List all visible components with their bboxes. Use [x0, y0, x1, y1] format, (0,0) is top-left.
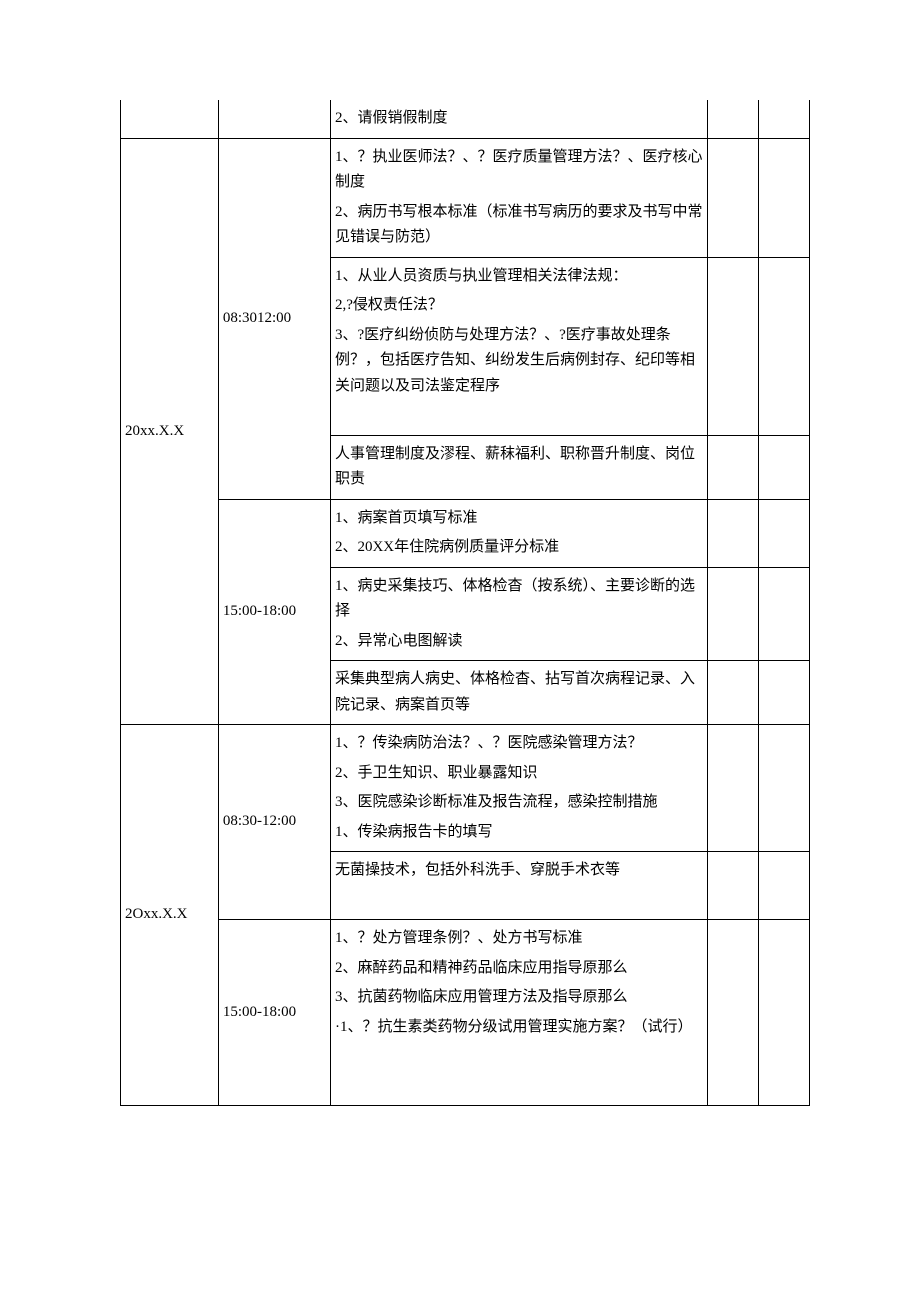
schedule-table: 2、请假销假制度 20xx.X.X 08:3012:00 1、？执业医师法？、？… [120, 100, 810, 1106]
content-text: 人事管理制度及漻程、薪秣福利、职称晋升制度、岗位职责 [335, 446, 695, 488]
cell-extra-a [708, 661, 759, 725]
cell-date: 2Oxx.X.X [121, 725, 219, 1106]
content-text: 2,?侵权责任法？ [335, 293, 703, 319]
cell-content: 2、请假销假制度 [330, 100, 707, 138]
cell-content: 1、？执业医师法？、？医疗质量管理方法？、医疗核心制度 2、病历书写根本标准（标… [330, 138, 707, 257]
content-text: 1、从业人员资质与执业管理相关法律法规： [335, 264, 703, 290]
content-text: 采集典型病人病史、体格检杳、拈写首次病程记录、入院记录、病案首页等 [335, 671, 695, 713]
cell-extra-a [708, 499, 759, 567]
cell-extra-a [708, 138, 759, 257]
date-text: 2Oxx.X.X [125, 906, 188, 922]
time-text: 08:3012:00 [223, 310, 291, 326]
cell-extra-b [759, 499, 810, 567]
table-row: 2Oxx.X.X 08:30-12:00 1、？传染病防治法？、？医院感染管理方… [121, 725, 810, 852]
content-text: 1、？传染病防治法？、？医院感染管理方法？ [335, 731, 703, 757]
time-text: 15:00-18:00 [223, 603, 296, 619]
cell-extra-b [759, 138, 810, 257]
cell-time-empty [218, 100, 330, 138]
cell-extra-b [759, 100, 810, 138]
cell-content: 1、？处方管理条例？、处方书写标准 2、麻醉药品和精神药品临床应用指导原那么 3… [330, 920, 707, 1106]
cell-content: 采集典型病人病史、体格检杳、拈写首次病程记录、入院记录、病案首页等 [330, 661, 707, 725]
cell-extra-a [708, 567, 759, 661]
cell-extra-a [708, 852, 759, 920]
cell-extra-b [759, 661, 810, 725]
cell-date-empty [121, 100, 219, 138]
cell-extra-b [759, 920, 810, 1106]
date-text: 20xx.X.X [125, 423, 184, 439]
cell-content: 1、从业人员资质与执业管理相关法律法规： 2,?侵权责任法？ 3、?医疗纠纷侦防… [330, 257, 707, 435]
cell-time: 15:00-18:00 [218, 499, 330, 725]
content-text: 1、传染病报告卡的填写 [335, 820, 703, 846]
content-text: 2、手卫生知识、职业暴露知识 [335, 761, 703, 787]
cell-content: 1、病史采集技巧、体格检杳（按系统）、主要诊断的选择 2、异常心电图解读 [330, 567, 707, 661]
cell-extra-b [759, 435, 810, 499]
table-row: 15:00-18:00 1、病案首页填写标准 2、20XX年住院病例质量评分标准 [121, 499, 810, 567]
cell-extra-a [708, 435, 759, 499]
content-text: 2、麻醉药品和精神药品临床应用指导原那么 [335, 956, 703, 982]
cell-content: 1、病案首页填写标准 2、20XX年住院病例质量评分标准 [330, 499, 707, 567]
cell-content: 人事管理制度及漻程、薪秣福利、职称晋升制度、岗位职责 [330, 435, 707, 499]
content-text: 2、20XX年住院病例质量评分标准 [335, 535, 703, 561]
cell-content: 1、？传染病防治法？、？医院感染管理方法？ 2、手卫生知识、职业暴露知识 3、医… [330, 725, 707, 852]
time-text: 15:00-18:00 [223, 1004, 296, 1020]
cell-extra-a [708, 257, 759, 435]
cell-content: 无菌操技术，包括外科洗手、穿脱手术衣等 [330, 852, 707, 920]
content-text: 2、病历书写根本标准（标准书写病历的要求及书写中常见错误与防范） [335, 200, 703, 251]
content-text: ·1、？抗生素类药物分级试用管理实施方案？（试行） [335, 1015, 703, 1041]
cell-extra-b [759, 257, 810, 435]
content-text: 2、异常心电图解读 [335, 629, 703, 655]
content-text: 3、医院感染诊断标准及报告流程，感染控制措施 [335, 790, 703, 816]
cell-extra-a [708, 100, 759, 138]
content-text: 1、？执业医师法？、？医疗质量管理方法？、医疗核心制度 [335, 145, 703, 196]
content-text: 3、抗菌药物临床应用管理方法及指导原那么 [335, 985, 703, 1011]
cell-extra-b [759, 852, 810, 920]
content-text: 3、?医疗纠纷侦防与处理方法？、?医疗事故处理条例？，包括医疗告知、纠纷发生后病… [335, 323, 703, 400]
table-row: 20xx.X.X 08:3012:00 1、？执业医师法？、？医疗质量管理方法？… [121, 138, 810, 257]
cell-extra-a [708, 920, 759, 1106]
cell-extra-b [759, 567, 810, 661]
content-text: 2、请假销假制度 [335, 110, 448, 126]
table-row: 15:00-18:00 1、？处方管理条例？、处方书写标准 2、麻醉药品和精神药… [121, 920, 810, 1106]
table-row: 2、请假销假制度 [121, 100, 810, 138]
content-text: 1、病史采集技巧、体格检杳（按系统）、主要诊断的选择 [335, 574, 703, 625]
cell-time: 08:30-12:00 [218, 725, 330, 920]
content-text: 无菌操技术，包括外科洗手、穿脱手术衣等 [335, 858, 703, 884]
cell-extra-b [759, 725, 810, 852]
cell-extra-a [708, 725, 759, 852]
content-text: 1、病案首页填写标准 [335, 506, 703, 532]
time-text: 08:30-12:00 [223, 813, 296, 829]
cell-time: 08:3012:00 [218, 138, 330, 499]
content-text: 1、？处方管理条例？、处方书写标准 [335, 926, 703, 952]
cell-time: 15:00-18:00 [218, 920, 330, 1106]
cell-date: 20xx.X.X [121, 138, 219, 725]
